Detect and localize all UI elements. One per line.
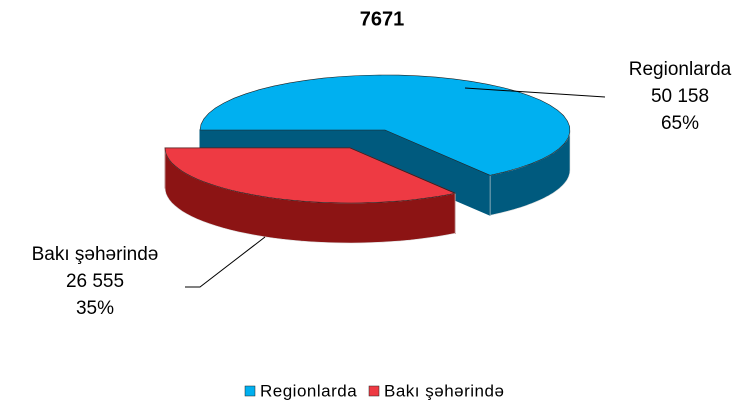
legend-label: Regionlarda [260,381,357,400]
legend-swatch [244,385,256,397]
chart-title: 7671 [360,8,405,30]
data-label-percent: 35% [76,298,114,319]
data-label-name: Bakı şəhərində [32,244,159,265]
leader-line [464,87,606,98]
legend-swatch [368,385,380,397]
data-label-name: Regionlarda [629,59,732,80]
data-label-value: 50 158 [651,86,709,107]
legend-label: Bakı şəhərində [384,381,504,400]
slice [199,74,571,176]
data-label-percent: 65% [661,113,699,134]
leader-line [185,236,266,288]
data-label-value: 26 555 [66,271,124,292]
slice [164,147,457,204]
